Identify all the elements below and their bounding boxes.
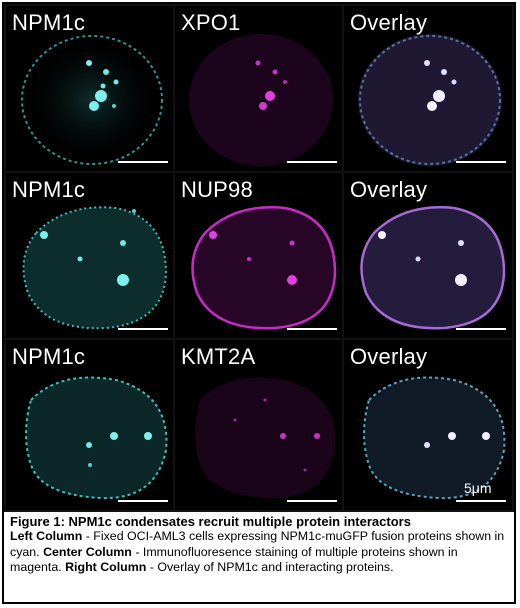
panel-r3-npm1c: NPM1c — [6, 340, 173, 510]
scale-bar — [456, 328, 506, 330]
panel-r2-npm1c: NPM1c — [6, 173, 173, 338]
scale-bar — [287, 161, 337, 163]
caption-title: Figure 1: NPM1c condensates recruit mult… — [10, 514, 411, 529]
cell-image-xpo1 — [189, 34, 333, 166]
panel-label: KMT2A — [181, 344, 256, 369]
panel-r2-nup98: NUP98 — [175, 173, 342, 338]
panel-r3-kmt2a: KMT2A — [175, 340, 342, 510]
panel-label: NPM1c — [12, 177, 86, 202]
scale-bar — [456, 161, 506, 163]
panel-r1-overlay: Overlay — [344, 6, 512, 171]
micrograph-grid: NPM1c XPO1 — [4, 4, 514, 512]
scale-bar — [287, 328, 337, 330]
cell-image-overlay-1 — [358, 34, 502, 166]
panel-label: Overlay — [350, 177, 428, 202]
panel-label: NUP98 — [181, 177, 253, 202]
cell-image-overlay-3 — [363, 376, 506, 500]
figure-caption: Figure 1: NPM1c condensates recruit mult… — [10, 514, 510, 576]
caption-center-label: Center Column — [43, 544, 132, 559]
scale-bar — [118, 328, 168, 330]
panel-label: XPO1 — [181, 10, 241, 35]
scale-bar-label: 5μm — [464, 480, 492, 496]
panel-label: NPM1c — [12, 344, 86, 369]
panel-r3-overlay: Overlay 5μm — [344, 340, 512, 510]
scale-bar — [118, 500, 168, 502]
cell-image-kmt2a — [195, 377, 336, 499]
cell-image-npm1c-3 — [25, 376, 168, 500]
panel-r1-npm1c: NPM1c — [6, 6, 173, 171]
panel-r1-xpo1: XPO1 — [175, 6, 342, 171]
caption-right-label: Right Column — [65, 560, 147, 575]
figure: NPM1c XPO1 — [2, 2, 516, 604]
cell-image-overlay-2 — [360, 206, 506, 330]
scale-bar — [287, 500, 337, 502]
cell-image-nup98 — [191, 206, 337, 330]
caption-right-text: - Overlay of NPM1c and interacting prote… — [146, 560, 394, 575]
panel-label: Overlay — [350, 344, 428, 369]
scale-bar — [456, 500, 506, 502]
panel-r2-overlay: Overlay — [344, 173, 512, 338]
caption-left-text: - Fixed OCI-AML3 cells expressing NPM1c-… — [10, 529, 505, 559]
cell-image-npm1c-1 — [20, 34, 164, 166]
panel-label: NPM1c — [12, 10, 86, 35]
panel-label: Overlay — [350, 10, 428, 35]
caption-center-text: - Immunofluoresence staining of multiple… — [10, 544, 458, 575]
caption-left-label: Left Column — [10, 529, 83, 544]
scale-bar — [118, 161, 168, 163]
cell-image-npm1c-2 — [22, 206, 168, 330]
